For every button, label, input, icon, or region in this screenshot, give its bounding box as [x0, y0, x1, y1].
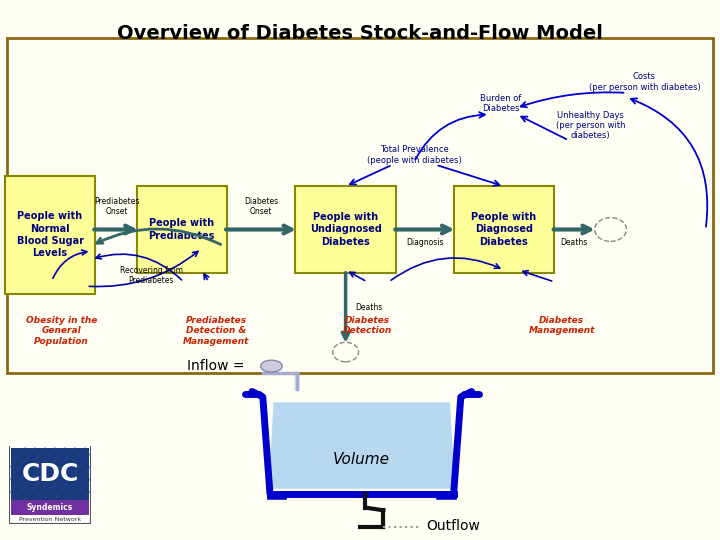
- Text: Outflow: Outflow: [426, 519, 480, 534]
- Text: People with
Undiagnosed
Diabetes: People with Undiagnosed Diabetes: [310, 212, 382, 247]
- FancyBboxPatch shape: [295, 186, 396, 273]
- Ellipse shape: [261, 360, 282, 372]
- Text: Total Prevalence
(people with diabetes): Total Prevalence (people with diabetes): [366, 145, 462, 165]
- Text: Costs
(per person with diabetes): Costs (per person with diabetes): [588, 72, 701, 92]
- Text: Diabetes
Management: Diabetes Management: [528, 316, 595, 335]
- FancyBboxPatch shape: [454, 186, 554, 273]
- Text: People with
Diagnosed
Diabetes: People with Diagnosed Diabetes: [472, 212, 536, 247]
- Text: Syndemics: Syndemics: [27, 503, 73, 512]
- FancyBboxPatch shape: [137, 186, 227, 273]
- Text: Obesity in the
General
Population: Obesity in the General Population: [25, 316, 97, 346]
- Text: Burden of
Diabetes: Burden of Diabetes: [480, 94, 521, 113]
- Text: Diabetes
Detection: Diabetes Detection: [343, 316, 392, 335]
- Bar: [7, 38, 713, 373]
- Text: Inflow =: Inflow =: [187, 359, 245, 373]
- Text: Unhealthy Days
(per person with
diabetes): Unhealthy Days (per person with diabetes…: [556, 111, 625, 140]
- Text: Deaths: Deaths: [560, 238, 588, 247]
- Text: Volume: Volume: [333, 451, 390, 467]
- Polygon shape: [269, 402, 455, 489]
- Text: CDC: CDC: [22, 462, 78, 485]
- Text: Recovering from
Prediabetes: Recovering from Prediabetes: [120, 266, 183, 285]
- Bar: [11, 500, 89, 515]
- Text: Deaths: Deaths: [355, 303, 382, 312]
- Bar: [11, 448, 89, 500]
- Text: Prediabetes
Onset: Prediabetes Onset: [94, 197, 140, 216]
- Text: Overview of Diabetes Stock-and-Flow Model: Overview of Diabetes Stock-and-Flow Mode…: [117, 24, 603, 43]
- Text: People with
Prediabetes: People with Prediabetes: [148, 218, 215, 241]
- Text: Diabetes
Onset: Diabetes Onset: [244, 197, 279, 216]
- Text: Prediabetes
Detection &
Management: Prediabetes Detection & Management: [183, 316, 249, 346]
- Text: Diagnosis: Diagnosis: [406, 238, 444, 247]
- FancyBboxPatch shape: [5, 176, 95, 294]
- Text: Prevention Network: Prevention Network: [19, 517, 81, 522]
- Text: People with
Normal
Blood Sugar
Levels: People with Normal Blood Sugar Levels: [17, 211, 84, 259]
